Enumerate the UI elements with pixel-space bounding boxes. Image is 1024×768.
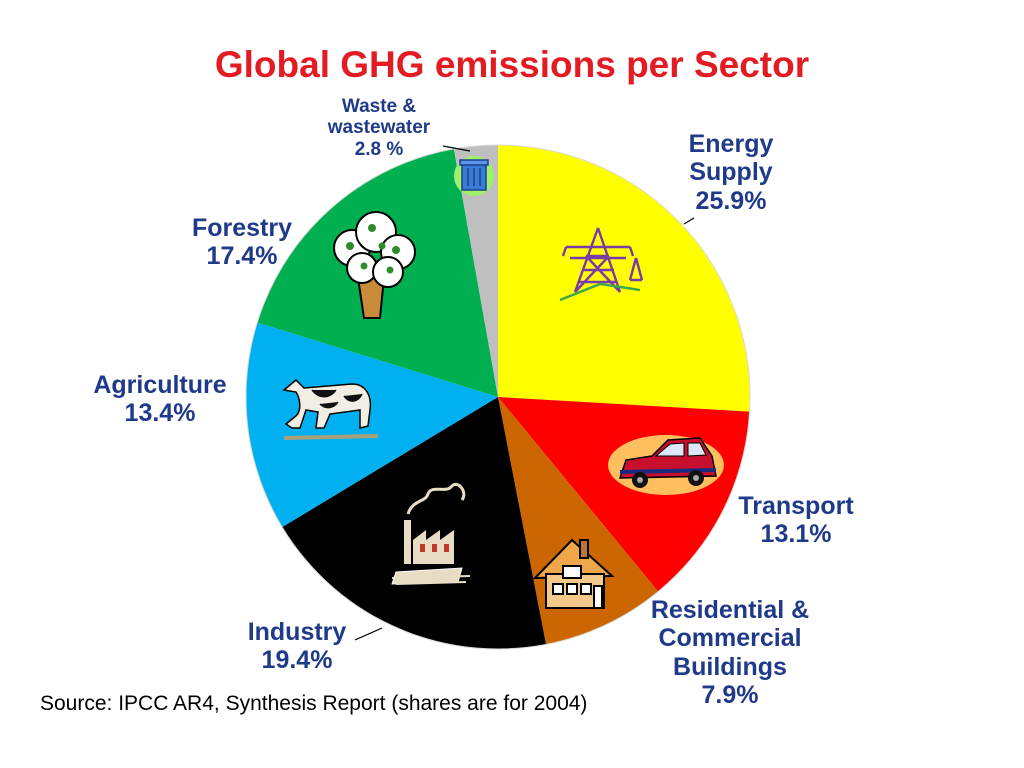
slice-label-agriculture: Agriculture 13.4% (93, 371, 227, 428)
slice-label-industry: Industry 19.4% (247, 618, 347, 675)
pie-slice-energy-supply (498, 145, 750, 412)
cow-icon (282, 378, 379, 440)
factory-icon (391, 483, 471, 585)
electricity-pylon-icon (559, 227, 644, 302)
car-icon (608, 435, 724, 495)
leader-line-industry (354, 627, 383, 641)
slice-label-waste: Waste & wastewater 2.8 % (327, 96, 431, 160)
slice-label-energy-supply: Energy Supply 25.9% (688, 130, 774, 215)
leader-line-energy (683, 217, 695, 225)
pie-outline (245, 144, 751, 650)
source-note: Source: IPCC AR4, Synthesis Report (shar… (40, 692, 588, 715)
pie-slice-industry (282, 397, 547, 650)
slice-label-transport: Transport 13.1% (738, 492, 854, 549)
house-icon (532, 538, 615, 609)
leader-line-waste (442, 145, 471, 152)
pie-slice-residential-commercial-buildings (498, 397, 659, 645)
chart-title: Global GHG emissions per Sector (214, 44, 810, 85)
slice-label-buildings: Residential & Commercial Buildings 7.9% (650, 596, 810, 709)
pie-slice-agriculture (245, 322, 498, 528)
trash-can-icon (454, 156, 494, 196)
pie-slice-waste-wastewater (453, 145, 498, 397)
slice-label-forestry: Forestry 17.4% (191, 214, 293, 271)
tree-icon (333, 211, 416, 319)
